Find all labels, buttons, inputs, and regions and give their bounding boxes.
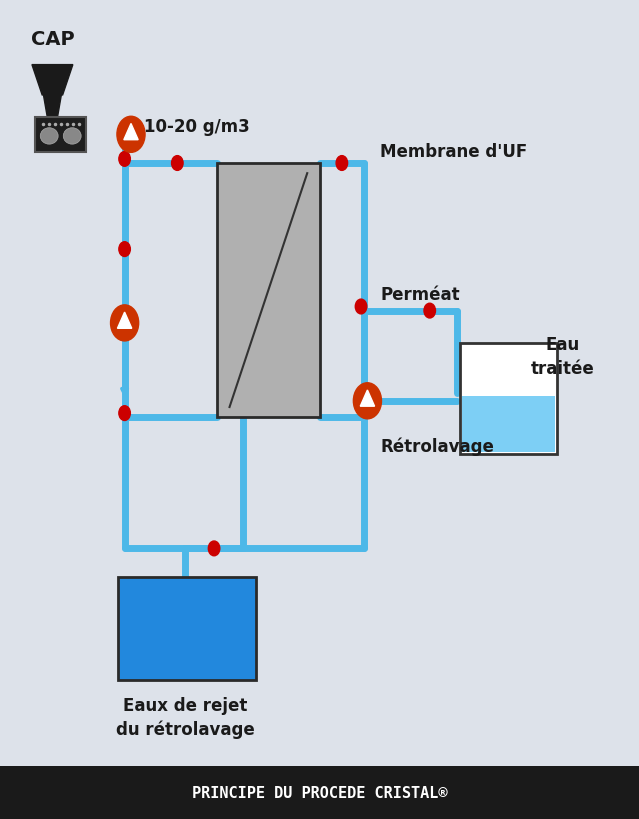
Text: Perméat: Perméat [380,286,460,304]
Ellipse shape [40,129,58,145]
Circle shape [424,304,435,319]
Circle shape [119,242,130,257]
Bar [35,118,86,152]
Circle shape [355,390,367,405]
Polygon shape [360,391,374,407]
Text: CAP: CAP [31,30,74,49]
Text: PRINCIPE DU PROCEDE CRISTAL®: PRINCIPE DU PROCEDE CRISTAL® [192,785,447,800]
Circle shape [119,406,130,421]
Circle shape [355,300,367,314]
Circle shape [111,305,139,342]
Circle shape [208,541,220,556]
Polygon shape [124,124,138,141]
Text: Eaux de rejet
du rétrolavage: Eaux de rejet du rétrolavage [116,696,255,739]
Text: 10-20 g/m3: 10-20 g/m3 [144,118,249,136]
Polygon shape [32,66,73,96]
Circle shape [119,152,130,167]
Bar [118,577,256,680]
Bar [462,396,555,452]
Ellipse shape [63,129,81,145]
Text: Eau
traitée: Eau traitée [530,336,594,377]
Circle shape [336,156,348,171]
Text: Rétrolavage: Rétrolavage [380,437,494,455]
Circle shape [353,383,381,419]
Polygon shape [118,313,132,329]
Text: Membrane d'UF: Membrane d'UF [380,143,527,161]
Bar [0,766,639,819]
Polygon shape [43,96,61,118]
Circle shape [171,156,183,171]
Circle shape [117,117,145,153]
Bar [460,344,557,455]
Bar [217,164,320,418]
